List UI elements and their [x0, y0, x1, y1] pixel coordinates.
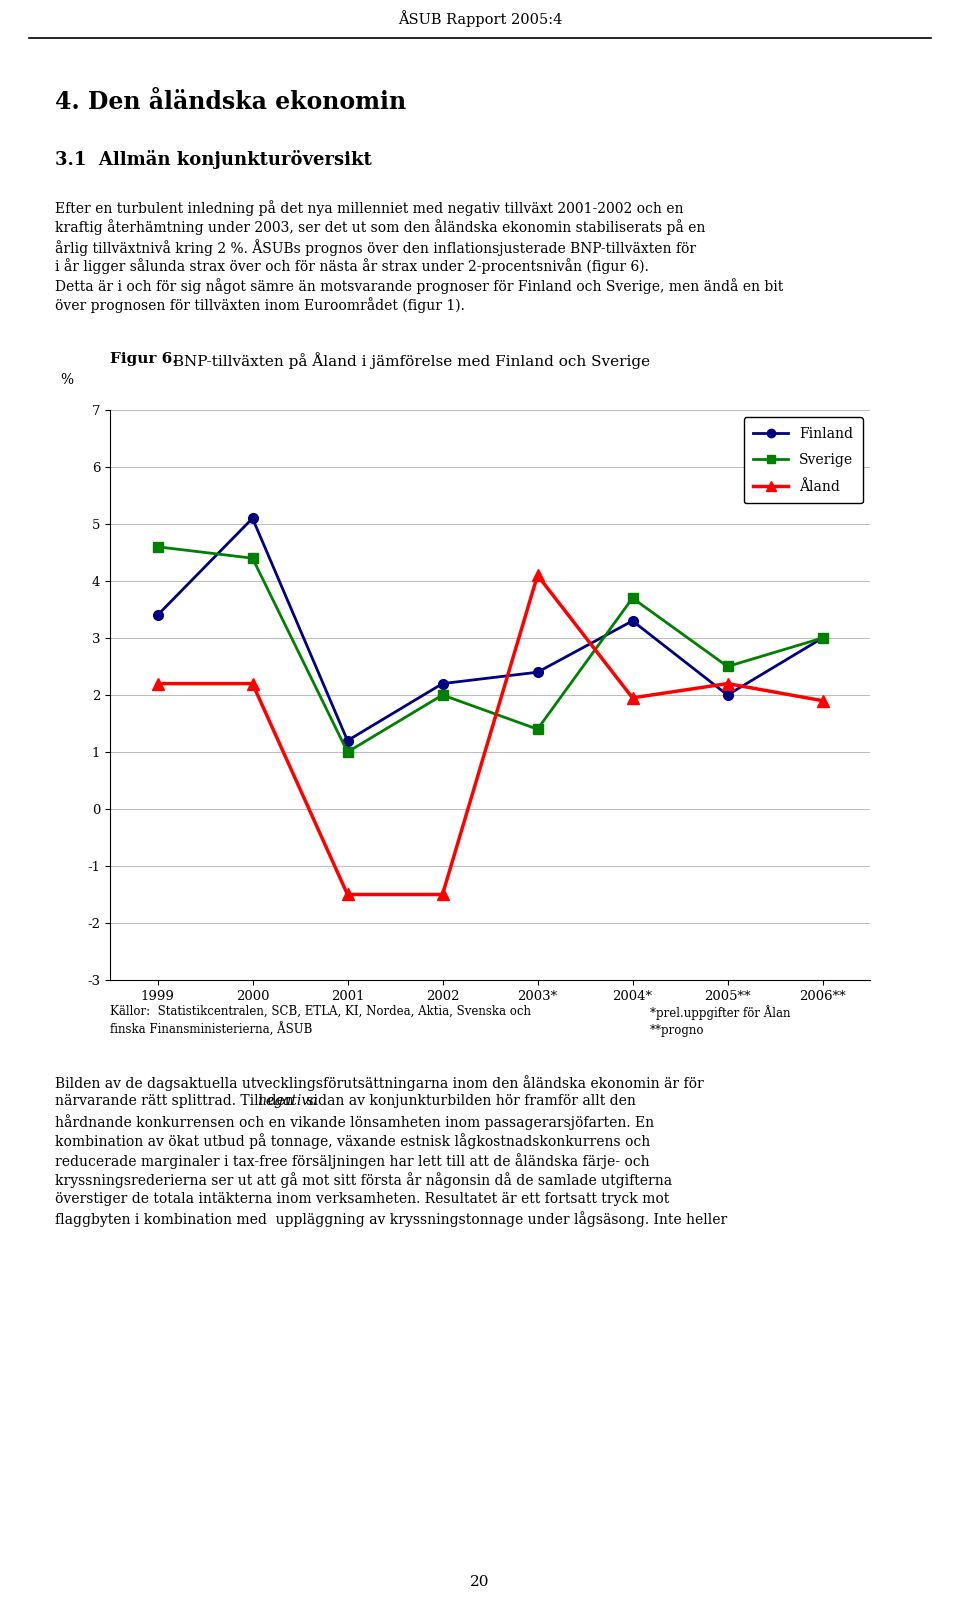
- Text: *prel.uppgifter för Ålan
**progno: *prel.uppgifter för Ålan **progno: [650, 1005, 790, 1037]
- Text: närvarande rätt splittrad. Till den: närvarande rätt splittrad. Till den: [55, 1095, 299, 1109]
- Text: i år ligger sålunda strax över och för nästa år strax under 2-procentsnivån (fig: i år ligger sålunda strax över och för n…: [55, 258, 649, 274]
- Text: Källor:  Statistikcentralen, SCB, ETLA, KI, Nordea, Aktia, Svenska och
finska Fi: Källor: Statistikcentralen, SCB, ETLA, K…: [110, 1005, 531, 1037]
- Text: Efter en turbulent inledning på det nya millenniet med negativ tillväxt 2001-200: Efter en turbulent inledning på det nya …: [55, 201, 684, 217]
- Text: överstiger de totala intäkterna inom verksamheten. Resultatet är ett fortsatt tr: överstiger de totala intäkterna inom ver…: [55, 1193, 669, 1205]
- Text: %: %: [60, 374, 74, 387]
- Text: 4. Den åländska ekonomin: 4. Den åländska ekonomin: [55, 90, 406, 114]
- Text: Figur 6.: Figur 6.: [110, 351, 178, 366]
- Text: ÅSUB Rapport 2005:4: ÅSUB Rapport 2005:4: [397, 10, 563, 27]
- Text: kryssningsrederierna ser ut att gå mot sitt första år någonsin då de samlade utg: kryssningsrederierna ser ut att gå mot s…: [55, 1173, 672, 1188]
- Text: sidan av konjunkturbilden hör framför allt den: sidan av konjunkturbilden hör framför al…: [302, 1095, 636, 1109]
- Text: årlig tillväxtnivå kring 2 %. ÅSUBs prognos över den inflationsjusterade BNP-til: årlig tillväxtnivå kring 2 %. ÅSUBs prog…: [55, 239, 696, 255]
- Legend: Finland, Sverige, Åland: Finland, Sverige, Åland: [744, 417, 863, 504]
- Text: reducerade marginaler i tax-free försäljningen har lett till att de åländska fär: reducerade marginaler i tax-free försälj…: [55, 1152, 650, 1168]
- Text: 20: 20: [470, 1575, 490, 1589]
- Text: 3.1  Allmän konjunkturöversikt: 3.1 Allmän konjunkturöversikt: [55, 149, 372, 169]
- Text: flaggbyten i kombination med  uppläggning av kryssningstonnage under lågsäsong. : flaggbyten i kombination med uppläggning…: [55, 1212, 728, 1228]
- Text: kraftig återhämtning under 2003, ser det ut som den åländska ekonomin stabiliser: kraftig återhämtning under 2003, ser det…: [55, 220, 706, 236]
- Text: hårdnande konkurrensen och en vikande lönsamheten inom passagerarsjöfarten. En: hårdnande konkurrensen och en vikande lö…: [55, 1114, 654, 1130]
- Text: negativa: negativa: [257, 1095, 318, 1109]
- Text: kombination av ökat utbud på tonnage, växande estnisk lågkostnadskonkurrens och: kombination av ökat utbud på tonnage, vä…: [55, 1133, 650, 1149]
- Text: över prognosen för tillväxten inom Euroområdet (figur 1).: över prognosen för tillväxten inom Euroo…: [55, 297, 465, 313]
- Text: Detta är i och för sig något sämre än motsvarande prognoser för Finland och Sver: Detta är i och för sig något sämre än mo…: [55, 278, 783, 294]
- Text: BNP-tillväxten på Åland i jämförelse med Finland och Sverige: BNP-tillväxten på Åland i jämförelse med…: [168, 351, 650, 369]
- Text: Bilden av de dagsaktuella utvecklingsförutsättningarna inom den åländska ekonomi: Bilden av de dagsaktuella utvecklingsför…: [55, 1075, 704, 1091]
